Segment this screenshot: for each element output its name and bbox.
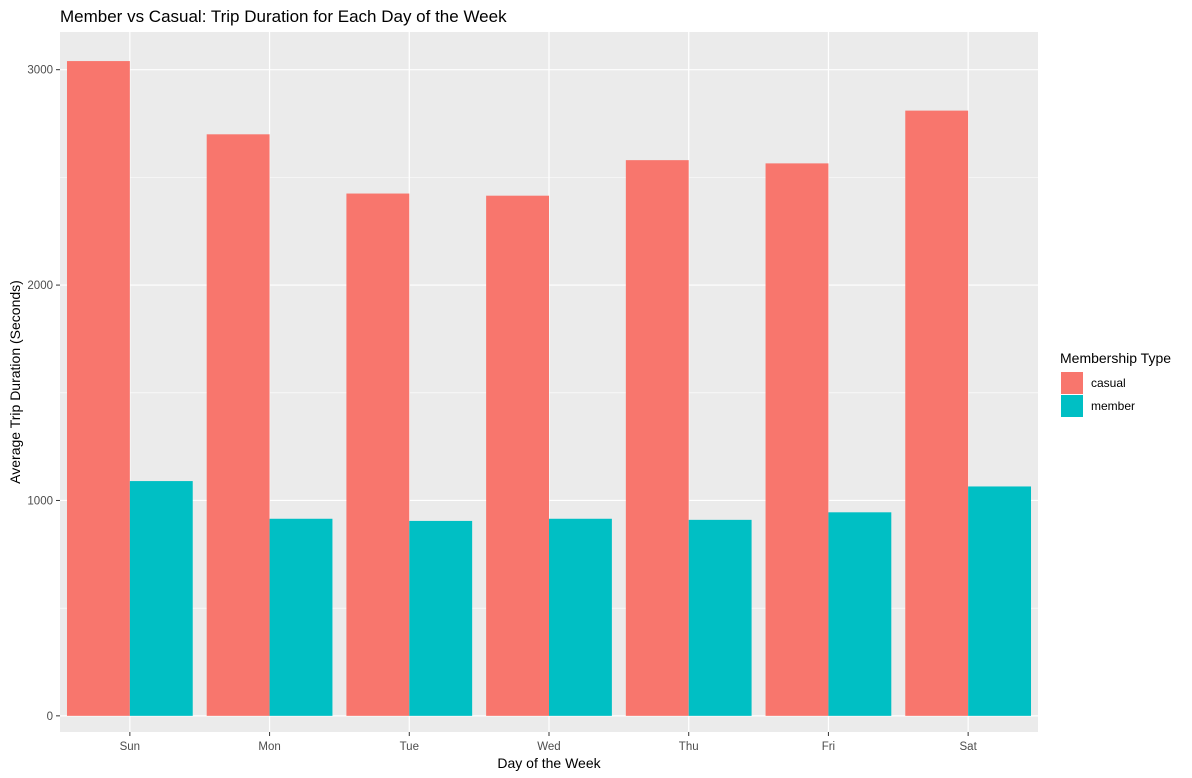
bar-member-tue — [409, 520, 473, 716]
bar-casual-thu — [625, 160, 689, 716]
x-tick-label: Wed — [537, 741, 560, 753]
x-tick-label: Fri — [822, 741, 835, 753]
x-axis-title: Day of the Week — [497, 755, 601, 771]
legend-items: casual member — [1061, 372, 1135, 417]
bar-casual-wed — [486, 195, 549, 716]
y-axis-title: Average Trip Duration (Seconds) — [7, 280, 23, 484]
y-tick-label: 3000 — [27, 65, 53, 77]
chart-title: Member vs Casual: Trip Duration for Each… — [60, 7, 507, 26]
legend-label-casual: casual — [1091, 376, 1126, 390]
legend: Membership Type casual member — [1060, 350, 1171, 417]
y-tick-label: 1000 — [27, 495, 53, 507]
bar-member-mon — [269, 518, 333, 716]
bar-casual-mon — [206, 134, 270, 716]
x-tick-label: Tue — [400, 741, 419, 753]
bar-member-sun — [129, 481, 193, 716]
legend-title: Membership Type — [1060, 350, 1171, 366]
bar-casual-sat — [905, 110, 969, 716]
x-tick-label: Sun — [120, 741, 140, 753]
x-axis: Sun Mon Tue Wed Thu Fri Sat — [120, 732, 978, 753]
bar-member-thu — [688, 519, 752, 716]
bar-casual-fri — [765, 163, 829, 716]
legend-swatch-member — [1061, 395, 1083, 417]
x-tick-label: Thu — [679, 741, 699, 753]
y-tick-label: 0 — [47, 711, 53, 723]
bar-casual-tue — [346, 193, 410, 716]
bar-casual-sun — [66, 61, 130, 716]
bars — [66, 61, 1032, 716]
y-axis: 0 1000 2000 3000 — [27, 65, 60, 723]
legend-label-member: member — [1091, 399, 1135, 413]
y-tick-label: 2000 — [27, 280, 53, 292]
legend-swatch-casual — [1061, 372, 1083, 394]
bar-member-sat — [968, 486, 1032, 716]
x-tick-label: Mon — [258, 741, 280, 753]
bar-member-fri — [828, 512, 892, 716]
bar-member-wed — [549, 518, 612, 716]
x-tick-label: Sat — [960, 741, 978, 753]
